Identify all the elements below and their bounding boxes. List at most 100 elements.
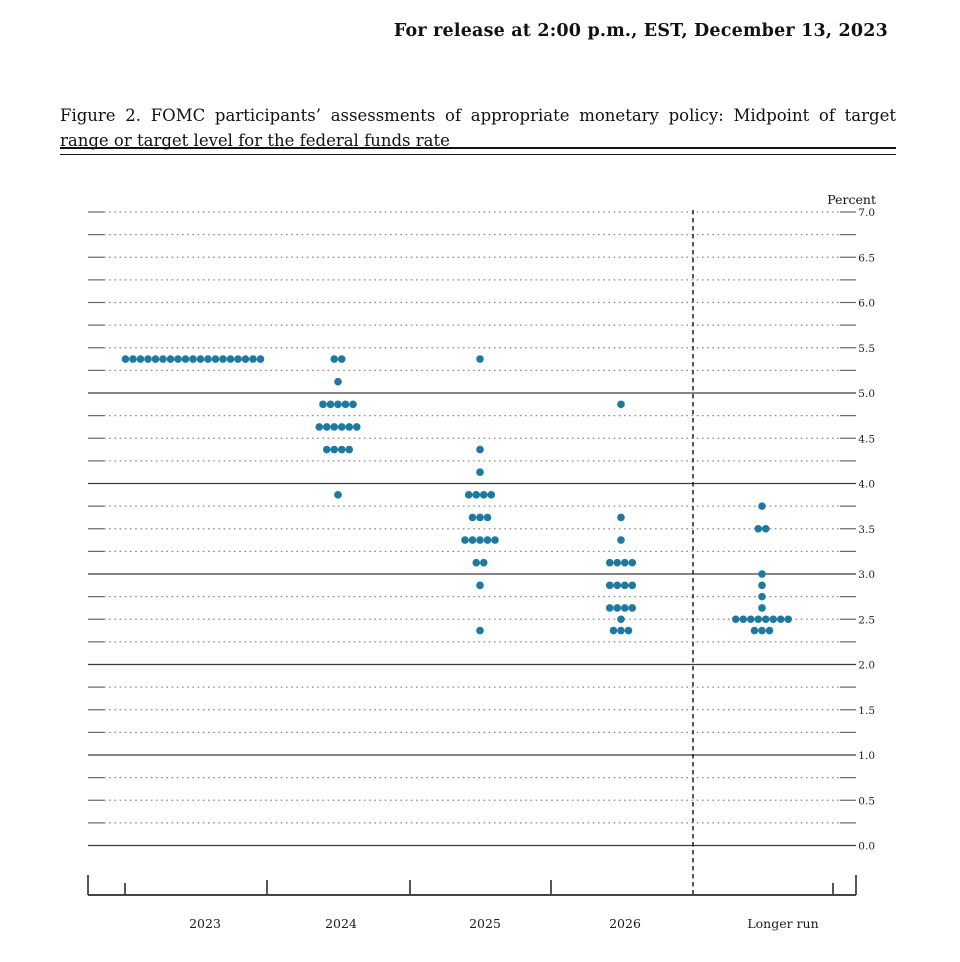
fomc-dot: [758, 581, 766, 590]
fomc-dot: [758, 592, 766, 601]
y-axis-tick-label: 1.5: [858, 705, 875, 717]
fomc-dot: [479, 558, 488, 567]
fomc-dot: [472, 558, 481, 567]
x-axis-category-label: 2025: [469, 916, 501, 931]
fomc-dot: [758, 570, 766, 578]
fomc-dot: [330, 355, 339, 363]
fomc-dot: [464, 491, 473, 499]
fomc-dot: [483, 513, 492, 522]
fomc-dot: [249, 355, 257, 363]
figure-title: Figure 2. FOMC participants’ assessments…: [60, 106, 896, 150]
fomc-dot: [159, 355, 167, 363]
fomc-dot: [476, 581, 484, 590]
fomc-dot: [174, 355, 182, 363]
fomc-dot: [468, 536, 477, 544]
fomc-dot: [758, 626, 766, 635]
fomc-dot: [204, 355, 212, 363]
fomc-dot: [319, 400, 327, 409]
fomc-dot: [181, 355, 190, 363]
fomc-dot: [784, 615, 793, 624]
y-axis-title: Percent: [827, 192, 876, 207]
fomc-dot: [334, 377, 342, 386]
y-axis-tick-label: 5.5: [858, 343, 875, 355]
fomc-dot: [241, 355, 250, 363]
fomc-dot: [609, 626, 618, 635]
y-axis-tick-label: 5.0: [858, 388, 875, 400]
fomc-dot: [129, 355, 137, 363]
fomc-dot: [345, 423, 354, 431]
fomc-dot: [136, 355, 145, 363]
fomc-dot: [750, 626, 759, 635]
fomc-dot: [341, 400, 350, 409]
fomc-dot: [476, 468, 484, 476]
fomc-dot: [617, 400, 625, 409]
fomc-dot: [754, 524, 763, 533]
fomc-dot: [322, 445, 331, 454]
fomc-dot: [761, 524, 770, 533]
y-axis-tick-label: 4.5: [858, 433, 875, 445]
fomc-dot: [761, 615, 770, 624]
fomc-dot: [628, 581, 637, 590]
x-axis-category-label: Longer run: [747, 916, 818, 931]
fomc-dot: [617, 615, 625, 624]
fomc-dot: [624, 626, 633, 635]
fomc-dot: [196, 355, 205, 363]
fomc-dot: [226, 355, 235, 363]
y-axis-tick-label: 3.0: [858, 569, 875, 581]
fomc-dot: [151, 355, 160, 363]
fomc-dot: [352, 423, 361, 431]
fomc-dot: [334, 491, 342, 499]
fomc-dot: [620, 581, 629, 590]
fomc-dot: [219, 355, 227, 363]
fomc-dot: [189, 355, 197, 363]
fomc-dot: [337, 355, 346, 363]
fomc-dot: [330, 445, 339, 454]
fomc-dot: [472, 491, 481, 499]
fomc-dot: [345, 445, 354, 454]
fomc-dot: [322, 423, 331, 431]
y-axis-tick-label: 0.0: [858, 841, 875, 853]
fomc-dot: [476, 513, 484, 522]
y-axis-tick-label: 6.5: [858, 252, 875, 264]
fomc-dot: [468, 513, 477, 522]
fomc-dot: [758, 604, 766, 612]
fomc-dot: [628, 558, 637, 567]
fomc-dot: [620, 604, 629, 612]
fomc-dot: [144, 355, 152, 363]
y-axis-tick-label: 6.0: [858, 298, 875, 310]
x-axis-category-label: 2024: [325, 916, 357, 931]
fomc-dot: [476, 536, 484, 544]
fomc-dot: [349, 400, 357, 409]
x-axis-category-label: 2023: [189, 916, 221, 931]
fomc-dot: [476, 445, 484, 454]
y-axis-tick-label: 2.0: [858, 660, 875, 672]
fomc-dot: [620, 558, 629, 567]
fomc-dot: [617, 513, 625, 522]
fomc-dot: [461, 536, 469, 544]
y-axis-tick-label: 7.0: [858, 207, 875, 219]
fomc-dot: [617, 626, 625, 635]
fomc-dot: [765, 626, 774, 635]
fomc-dot: [121, 355, 130, 363]
fomc-dot: [334, 400, 342, 409]
fomc-dot: [605, 558, 614, 567]
fomc-dot: [483, 536, 492, 544]
fomc-dot: [605, 604, 614, 612]
y-axis-tick-label: 3.5: [858, 524, 875, 536]
fomc-dot: [337, 445, 346, 454]
fomc-dot: [326, 400, 335, 409]
fomc-dot: [476, 355, 484, 363]
fomc-dot: [211, 355, 220, 363]
fomc-dot: [234, 355, 242, 363]
fomc-dot: [256, 355, 265, 363]
fomc-dot: [731, 615, 740, 624]
y-axis-tick-label: 0.5: [858, 795, 875, 807]
fomc-dot: [166, 355, 175, 363]
y-axis-tick-label: 2.5: [858, 614, 875, 626]
y-axis-tick-label: 1.0: [858, 750, 875, 762]
fomc-dot: [605, 581, 614, 590]
fomc-dot: [613, 581, 622, 590]
release-line: For release at 2:00 p.m., EST, December …: [393, 21, 888, 41]
